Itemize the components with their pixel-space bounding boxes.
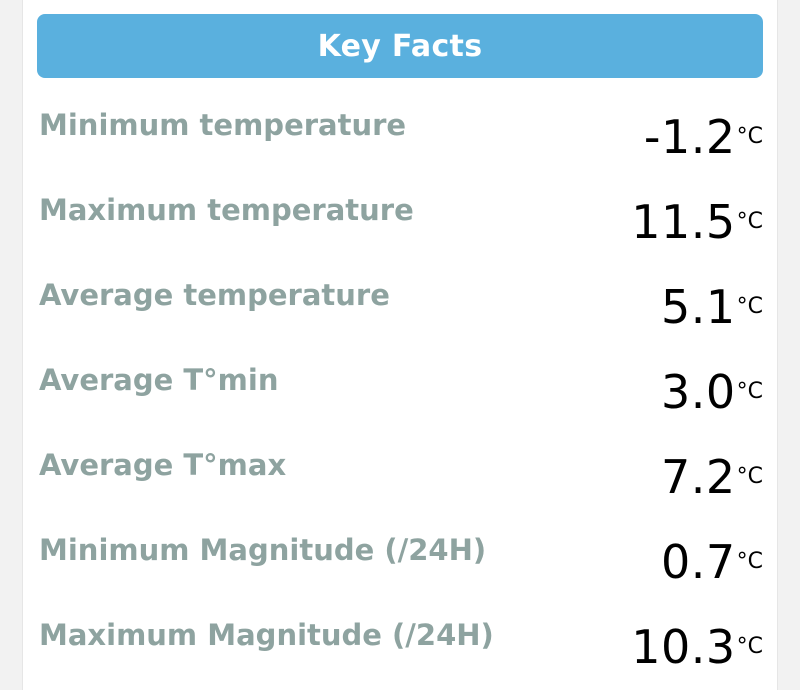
- fact-row-maximum-magnitude: Maximum Magnitude (/24H) 10.3 °C: [23, 596, 779, 681]
- fact-label: Maximum temperature: [39, 193, 414, 227]
- fact-row-average-temperature: Average temperature 5.1 °C: [23, 256, 779, 341]
- fact-value-unit: °C: [736, 294, 763, 319]
- fact-value-number: 7.2: [660, 450, 736, 504]
- fact-value-unit: °C: [736, 379, 763, 404]
- fact-row-average-tmax: Average T°max 7.2 °C: [23, 426, 779, 511]
- key-facts-header: Key Facts: [37, 14, 763, 78]
- key-facts-title: Key Facts: [317, 28, 483, 64]
- key-facts-card: Key Facts Minimum temperature -1.2 °C Ma…: [22, 0, 778, 690]
- fact-label: Average T°max: [39, 448, 287, 482]
- fact-row-average-tmin: Average T°min 3.0 °C: [23, 341, 779, 426]
- fact-value-unit: °C: [736, 464, 763, 489]
- fact-value-unit: °C: [736, 549, 763, 574]
- fact-value: 7.2 °C: [661, 450, 763, 504]
- fact-label: Average T°min: [39, 363, 279, 397]
- fact-value-unit: °C: [736, 634, 763, 659]
- fact-value-number: 11.5: [631, 195, 736, 249]
- fact-label: Average temperature: [39, 278, 390, 312]
- fact-label: Minimum Magnitude (/24H): [39, 533, 487, 567]
- fact-value-number: 10.3: [631, 620, 736, 674]
- fact-value: 0.7 °C: [661, 535, 763, 589]
- fact-value-unit: °C: [736, 209, 763, 234]
- fact-row-minimum-temperature: Minimum temperature -1.2 °C: [23, 86, 779, 171]
- fact-value: 10.3 °C: [631, 620, 763, 674]
- fact-row-minimum-magnitude: Minimum Magnitude (/24H) 0.7 °C: [23, 511, 779, 596]
- fact-label: Minimum temperature: [39, 108, 407, 142]
- fact-value: 11.5 °C: [631, 195, 763, 249]
- fact-value-number: 5.1: [660, 280, 736, 334]
- facts-list: Minimum temperature -1.2 °C Maximum temp…: [23, 86, 779, 681]
- fact-value-unit: °C: [736, 124, 763, 149]
- fact-row-maximum-temperature: Maximum temperature 11.5 °C: [23, 171, 779, 256]
- fact-value-number: 0.7: [660, 535, 736, 589]
- fact-value-number: 3.0: [660, 365, 736, 419]
- fact-label: Maximum Magnitude (/24H): [39, 618, 494, 652]
- fact-value: 3.0 °C: [661, 365, 763, 419]
- fact-value-number: -1.2: [643, 110, 736, 164]
- fact-value: 5.1 °C: [661, 280, 763, 334]
- fact-value: -1.2 °C: [644, 110, 763, 164]
